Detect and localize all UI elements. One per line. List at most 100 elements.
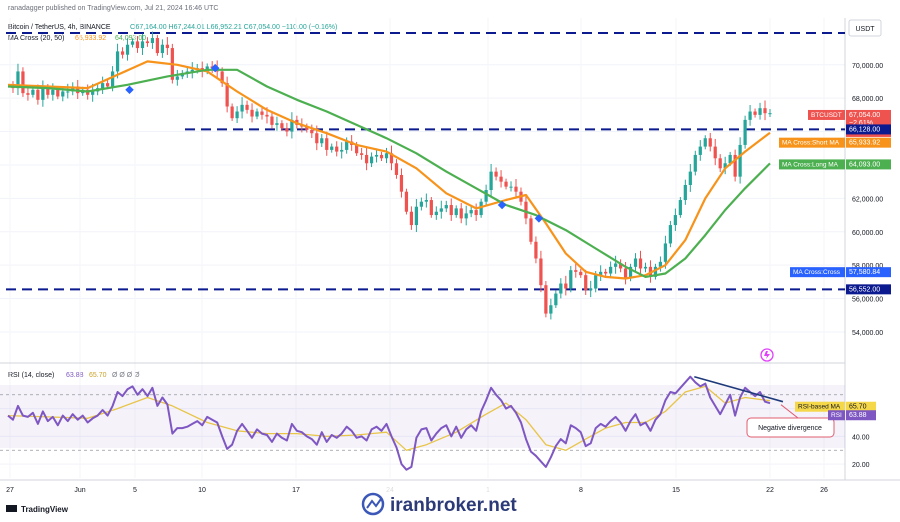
rsi-tags: RSI-based MA 65.70 RSI 63.88	[795, 401, 876, 421]
price-tag-box	[846, 159, 891, 170]
candle-body	[658, 261, 663, 267]
candle-body	[584, 275, 588, 291]
candle-body	[693, 154, 697, 172]
candle-body	[524, 201, 528, 219]
candle-body	[41, 88, 45, 100]
candle-body	[479, 201, 483, 216]
tag-rsi[interactable]: RSI 63.88	[828, 410, 876, 421]
candle-body	[409, 211, 414, 226]
candle-body	[235, 111, 239, 119]
candle-body	[31, 89, 35, 95]
price-tag-name: MA Cross:Cross	[793, 269, 841, 276]
rsi-ma-name-box	[795, 401, 845, 412]
candle-body	[489, 171, 493, 191]
watermark-logo-icon	[361, 492, 385, 516]
candle-body	[424, 200, 428, 202]
ma-legend-value-long: 64,093.00	[115, 35, 146, 42]
moving-averages	[7, 60, 771, 280]
candle-body	[688, 171, 692, 185]
price-tag-name-box	[790, 267, 845, 278]
candle-body	[399, 174, 404, 192]
candle-body	[46, 88, 50, 95]
candle-body	[414, 206, 419, 226]
candle-body	[359, 153, 364, 155]
symbol-title[interactable]: Bitcoin / TetherUS, 4h, BINANCE	[8, 24, 111, 31]
rsi-ma-line[interactable]	[7, 385, 771, 451]
candle-body	[574, 270, 578, 272]
price-tick-label: 54,000.00	[852, 330, 883, 337]
ma-cross-marker[interactable]	[210, 63, 220, 73]
candle-body	[579, 271, 583, 276]
alert-icon[interactable]	[760, 348, 774, 362]
time-tick-label: 26	[820, 487, 828, 494]
candle-body	[554, 293, 558, 306]
tag-cross[interactable]: 57,580.84 MA Cross:Cross	[790, 267, 891, 278]
price-tag-name-box	[779, 159, 845, 170]
currency-label: USDT	[855, 26, 875, 33]
price-tag-text: 64,093.00	[849, 161, 880, 168]
candle-body	[678, 200, 682, 216]
tag-level-high[interactable]: 66,128.00	[846, 124, 891, 135]
ma-cross-marker[interactable]	[125, 85, 134, 95]
candle-body	[459, 208, 463, 219]
negative-divergence-annotation[interactable]: Negative divergence	[694, 375, 835, 438]
rsi-legend-value: 63.88	[66, 372, 84, 379]
candle-body	[280, 123, 284, 129]
long-ma-line[interactable]	[7, 68, 771, 278]
candle-body	[369, 156, 374, 164]
price-tag-box	[846, 124, 891, 135]
candle-body	[51, 89, 55, 95]
candle-body	[609, 266, 613, 274]
divergence-trendline[interactable]	[694, 375, 784, 403]
candle-body	[564, 283, 568, 289]
candle-body	[260, 111, 264, 115]
candle-body	[763, 108, 767, 114]
tag-rsi-ma[interactable]: RSI-based MA 65.70	[795, 401, 876, 412]
time-tick-label: 22	[766, 487, 774, 494]
rsi-legend[interactable]: RSI (14, close)	[8, 372, 54, 379]
rsi-indicator-icons[interactable]: Ø Ø Ø Ø	[112, 372, 140, 379]
tag-level-low[interactable]: 56,552.00	[846, 284, 891, 295]
candle-body	[404, 191, 409, 212]
watermark-logo-icon-arrow	[366, 498, 382, 509]
ma-legend-value-short: 65,933.92	[75, 35, 106, 42]
candle-body	[758, 108, 762, 115]
ma-cross-marker[interactable]	[497, 200, 507, 210]
candle-body	[305, 126, 309, 130]
candle-body	[673, 215, 677, 226]
rsi-line[interactable]	[7, 375, 771, 471]
candle-body	[320, 138, 324, 144]
candle-body	[230, 106, 234, 119]
candle-body	[270, 116, 274, 125]
candle-body	[91, 91, 95, 95]
watermark: iranbroker.net	[348, 486, 548, 520]
candle-body	[728, 154, 732, 164]
rsi-ma-name: RSI-based MA	[798, 404, 841, 411]
candle-body	[325, 138, 329, 150]
candle-body	[165, 44, 169, 49]
candle-body	[768, 113, 772, 115]
candlesticks	[11, 31, 772, 320]
candle-body	[26, 93, 30, 95]
price-tag-text: 65,933.92	[849, 140, 880, 147]
short-ma-line[interactable]	[7, 60, 771, 280]
rsi-ma-legend-value: 65.70	[89, 372, 107, 379]
candle-body	[534, 241, 538, 259]
price-tick-label: 58,000.00	[852, 263, 883, 270]
candle-body	[56, 89, 60, 97]
candle-body	[748, 111, 752, 120]
candle-body	[529, 218, 533, 242]
tag-short-ma[interactable]: 65,933.92 MA Cross:Short MA	[779, 137, 891, 148]
candle-body	[105, 83, 110, 87]
ma-cross-legend[interactable]: MA Cross (20, 50)	[8, 35, 64, 42]
currency-badge[interactable]: USDT	[848, 19, 882, 37]
candle-body	[225, 83, 229, 107]
candle-body	[484, 190, 488, 202]
tradingview-logo[interactable]: TradingView	[6, 505, 69, 514]
rsi-value-box	[846, 410, 876, 421]
candle-body	[683, 185, 687, 201]
candle-body	[504, 181, 508, 187]
tag-long-ma[interactable]: 64,093.00 MA Cross:Long MA	[779, 159, 891, 170]
rsi-value: 63.88	[849, 412, 867, 419]
